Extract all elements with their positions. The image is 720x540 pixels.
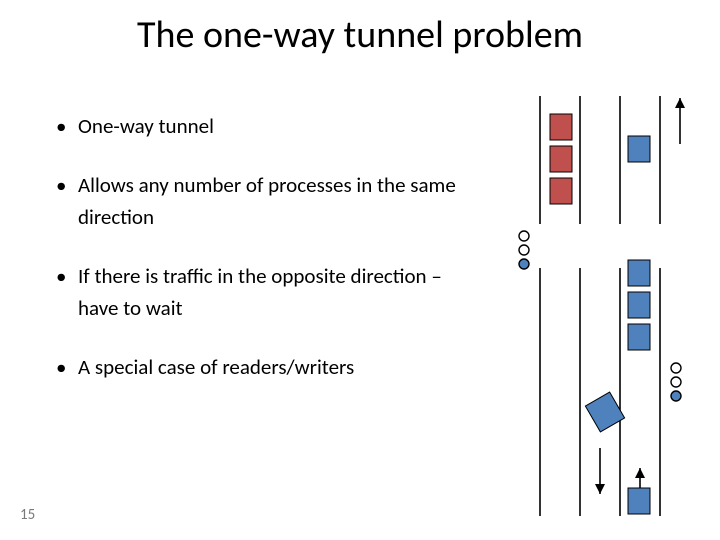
tunnel-diagram [490, 96, 710, 516]
bullet-item: If there is traffic in the opposite dire… [50, 260, 470, 325]
bullet-list: One-way tunnel Allows any number of proc… [50, 110, 470, 409]
bullet-item: A special case of readers/writers [50, 351, 470, 384]
page-number: 15 [20, 506, 35, 524]
bullet-item: Allows any number of processes in the sa… [50, 169, 470, 234]
slide-title: The one-way tunnel problem [0, 12, 720, 58]
bullet-item: One-way tunnel [50, 110, 470, 143]
